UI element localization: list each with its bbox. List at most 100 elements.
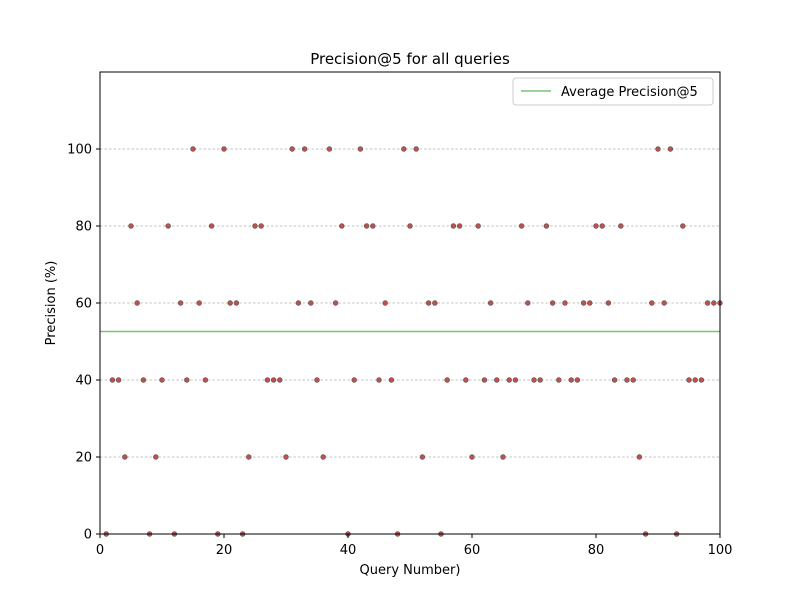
data-point (277, 377, 283, 383)
data-point (680, 223, 686, 229)
data-point (357, 146, 364, 152)
data-point (221, 146, 227, 152)
data-point (295, 300, 302, 306)
data-point (518, 223, 525, 229)
data-point (611, 377, 618, 383)
data-point (258, 223, 264, 229)
data-point (487, 300, 494, 306)
data-point (624, 377, 630, 383)
data-point (605, 300, 612, 306)
legend: Average Precision@5 (512, 77, 714, 106)
data-point (177, 300, 184, 306)
data-point (326, 146, 333, 152)
data-point (543, 223, 550, 229)
y-axis-label: Precision (%) (44, 261, 59, 346)
data-point (432, 300, 438, 306)
data-point (525, 300, 531, 306)
data-point (531, 377, 537, 383)
y-tick-label: 0 (84, 528, 92, 543)
data-point (686, 377, 692, 383)
x-tick-label: 40 (340, 543, 357, 558)
data-point (202, 377, 209, 383)
data-point (289, 146, 295, 152)
data-point (587, 300, 593, 306)
data-point (314, 377, 320, 383)
data-point (320, 454, 326, 460)
data-point (339, 223, 345, 229)
data-point (388, 377, 395, 383)
data-point (401, 146, 407, 152)
chart-title: Precision@5 for all queries (310, 50, 510, 68)
y-tick-label: 60 (75, 297, 92, 312)
plot-area: 0 20 40 60 80 100 0 20 40 60 80 100 (67, 71, 733, 558)
data-point (363, 223, 370, 229)
data-point (655, 146, 661, 152)
legend-average-label: Average Precision@5 (561, 85, 698, 100)
y-tick-label: 20 (75, 451, 92, 466)
data-point (332, 300, 339, 306)
data-point (382, 300, 388, 306)
data-point (562, 300, 568, 306)
data-point (636, 454, 643, 460)
data-point (599, 223, 605, 229)
data-point (196, 300, 202, 306)
data-point (661, 300, 667, 306)
data-point (704, 300, 711, 306)
data-point (109, 377, 116, 383)
data-point (413, 146, 419, 152)
legend-box (512, 77, 714, 106)
data-point (252, 223, 258, 229)
data-point (500, 454, 506, 460)
data-point (537, 377, 543, 383)
data-point (159, 377, 165, 383)
data-point (711, 300, 717, 306)
data-point (246, 454, 252, 460)
data-point (630, 377, 636, 383)
data-point (506, 377, 512, 383)
data-point (128, 223, 134, 229)
y-tick-label: 80 (75, 220, 92, 235)
data-point (649, 300, 655, 306)
x-tick-label: 100 (708, 543, 733, 558)
data-point (556, 377, 562, 383)
data-point (475, 223, 481, 229)
data-point (469, 454, 475, 460)
x-tick-label: 80 (588, 543, 605, 558)
data-point (456, 223, 463, 229)
data-point (425, 300, 432, 306)
data-point (444, 377, 450, 383)
data-point (270, 377, 277, 383)
data-point (301, 146, 308, 152)
data-point (233, 300, 240, 306)
data-point (153, 454, 159, 460)
data-point (698, 377, 705, 383)
data-point (264, 377, 271, 383)
x-tick-label: 0 (96, 543, 104, 558)
data-point (184, 377, 190, 383)
y-tick-label: 100 (67, 143, 92, 158)
data-point (190, 146, 196, 152)
x-tick-label: 60 (464, 543, 481, 558)
data-point (283, 454, 289, 460)
data-point (115, 377, 122, 383)
data-point (549, 300, 556, 306)
data-point (227, 300, 233, 306)
data-point (481, 377, 488, 383)
data-point (568, 377, 574, 383)
data-point (134, 300, 140, 306)
data-point (494, 377, 500, 383)
x-tick-label: 20 (216, 543, 233, 558)
data-point (667, 146, 674, 152)
data-point (580, 300, 587, 306)
data-point (512, 377, 519, 383)
y-tick-label: 40 (75, 374, 92, 389)
data-point (618, 223, 624, 229)
data-point (351, 377, 357, 383)
data-point (574, 377, 581, 383)
data-point (593, 223, 599, 229)
data-point (140, 377, 147, 383)
data-point (407, 223, 413, 229)
data-point (370, 223, 376, 229)
data-point (208, 223, 215, 229)
